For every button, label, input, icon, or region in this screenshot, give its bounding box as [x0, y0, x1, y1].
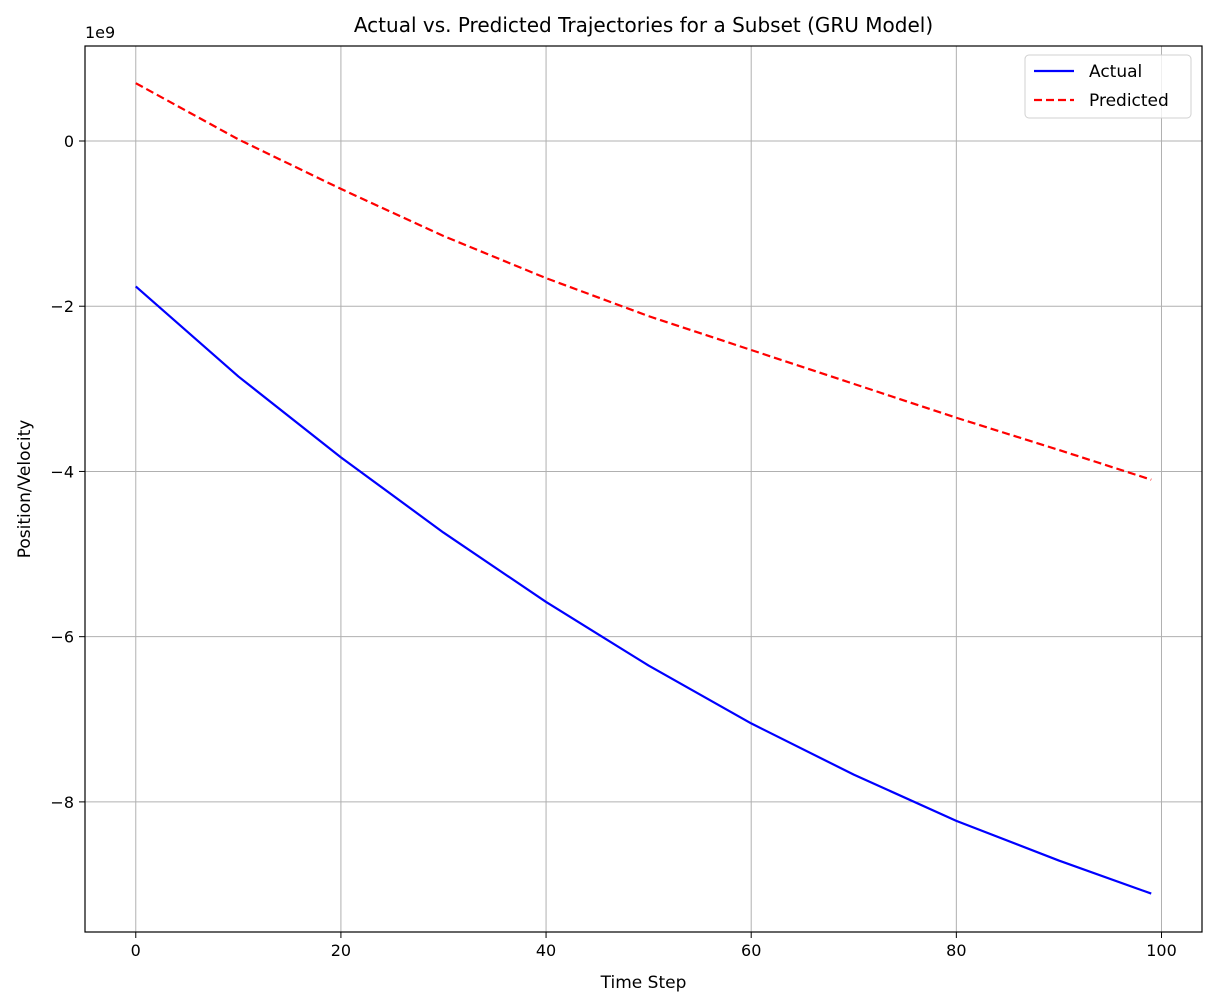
x-tick-label: 100 [1146, 941, 1177, 960]
grid [85, 46, 1202, 932]
y-axis-offset-label: 1e9 [85, 23, 115, 42]
y-tick-label: 0 [64, 132, 74, 151]
x-tick-label: 20 [331, 941, 351, 960]
series-line-predicted [135, 82, 1152, 481]
y-tick-label: −4 [50, 462, 74, 481]
y-tick-label: −6 [50, 628, 74, 647]
legend-label-actual: Actual [1089, 62, 1142, 82]
legend-label-predicted: Predicted [1089, 91, 1169, 111]
plot-frame [84, 45, 1203, 933]
y-tick-label: −8 [50, 793, 74, 812]
chart-title: Actual vs. Predicted Trajectories for a … [354, 13, 933, 37]
x-tick-label: 0 [131, 941, 141, 960]
x-tick-label: 60 [741, 941, 761, 960]
legend: Actual Predicted [1024, 54, 1192, 119]
y-axis-label: Position/Velocity [15, 420, 35, 559]
x-axis-label: Time Step [600, 973, 687, 993]
ticks: 0 20 40 60 80 100 −8 −6 −4 −2 0 [50, 132, 1176, 960]
series-line-actual [135, 285, 1152, 895]
series-layer [135, 82, 1152, 895]
x-tick-label: 80 [946, 941, 966, 960]
x-tick-label: 40 [536, 941, 556, 960]
y-tick-label: −2 [50, 297, 74, 316]
